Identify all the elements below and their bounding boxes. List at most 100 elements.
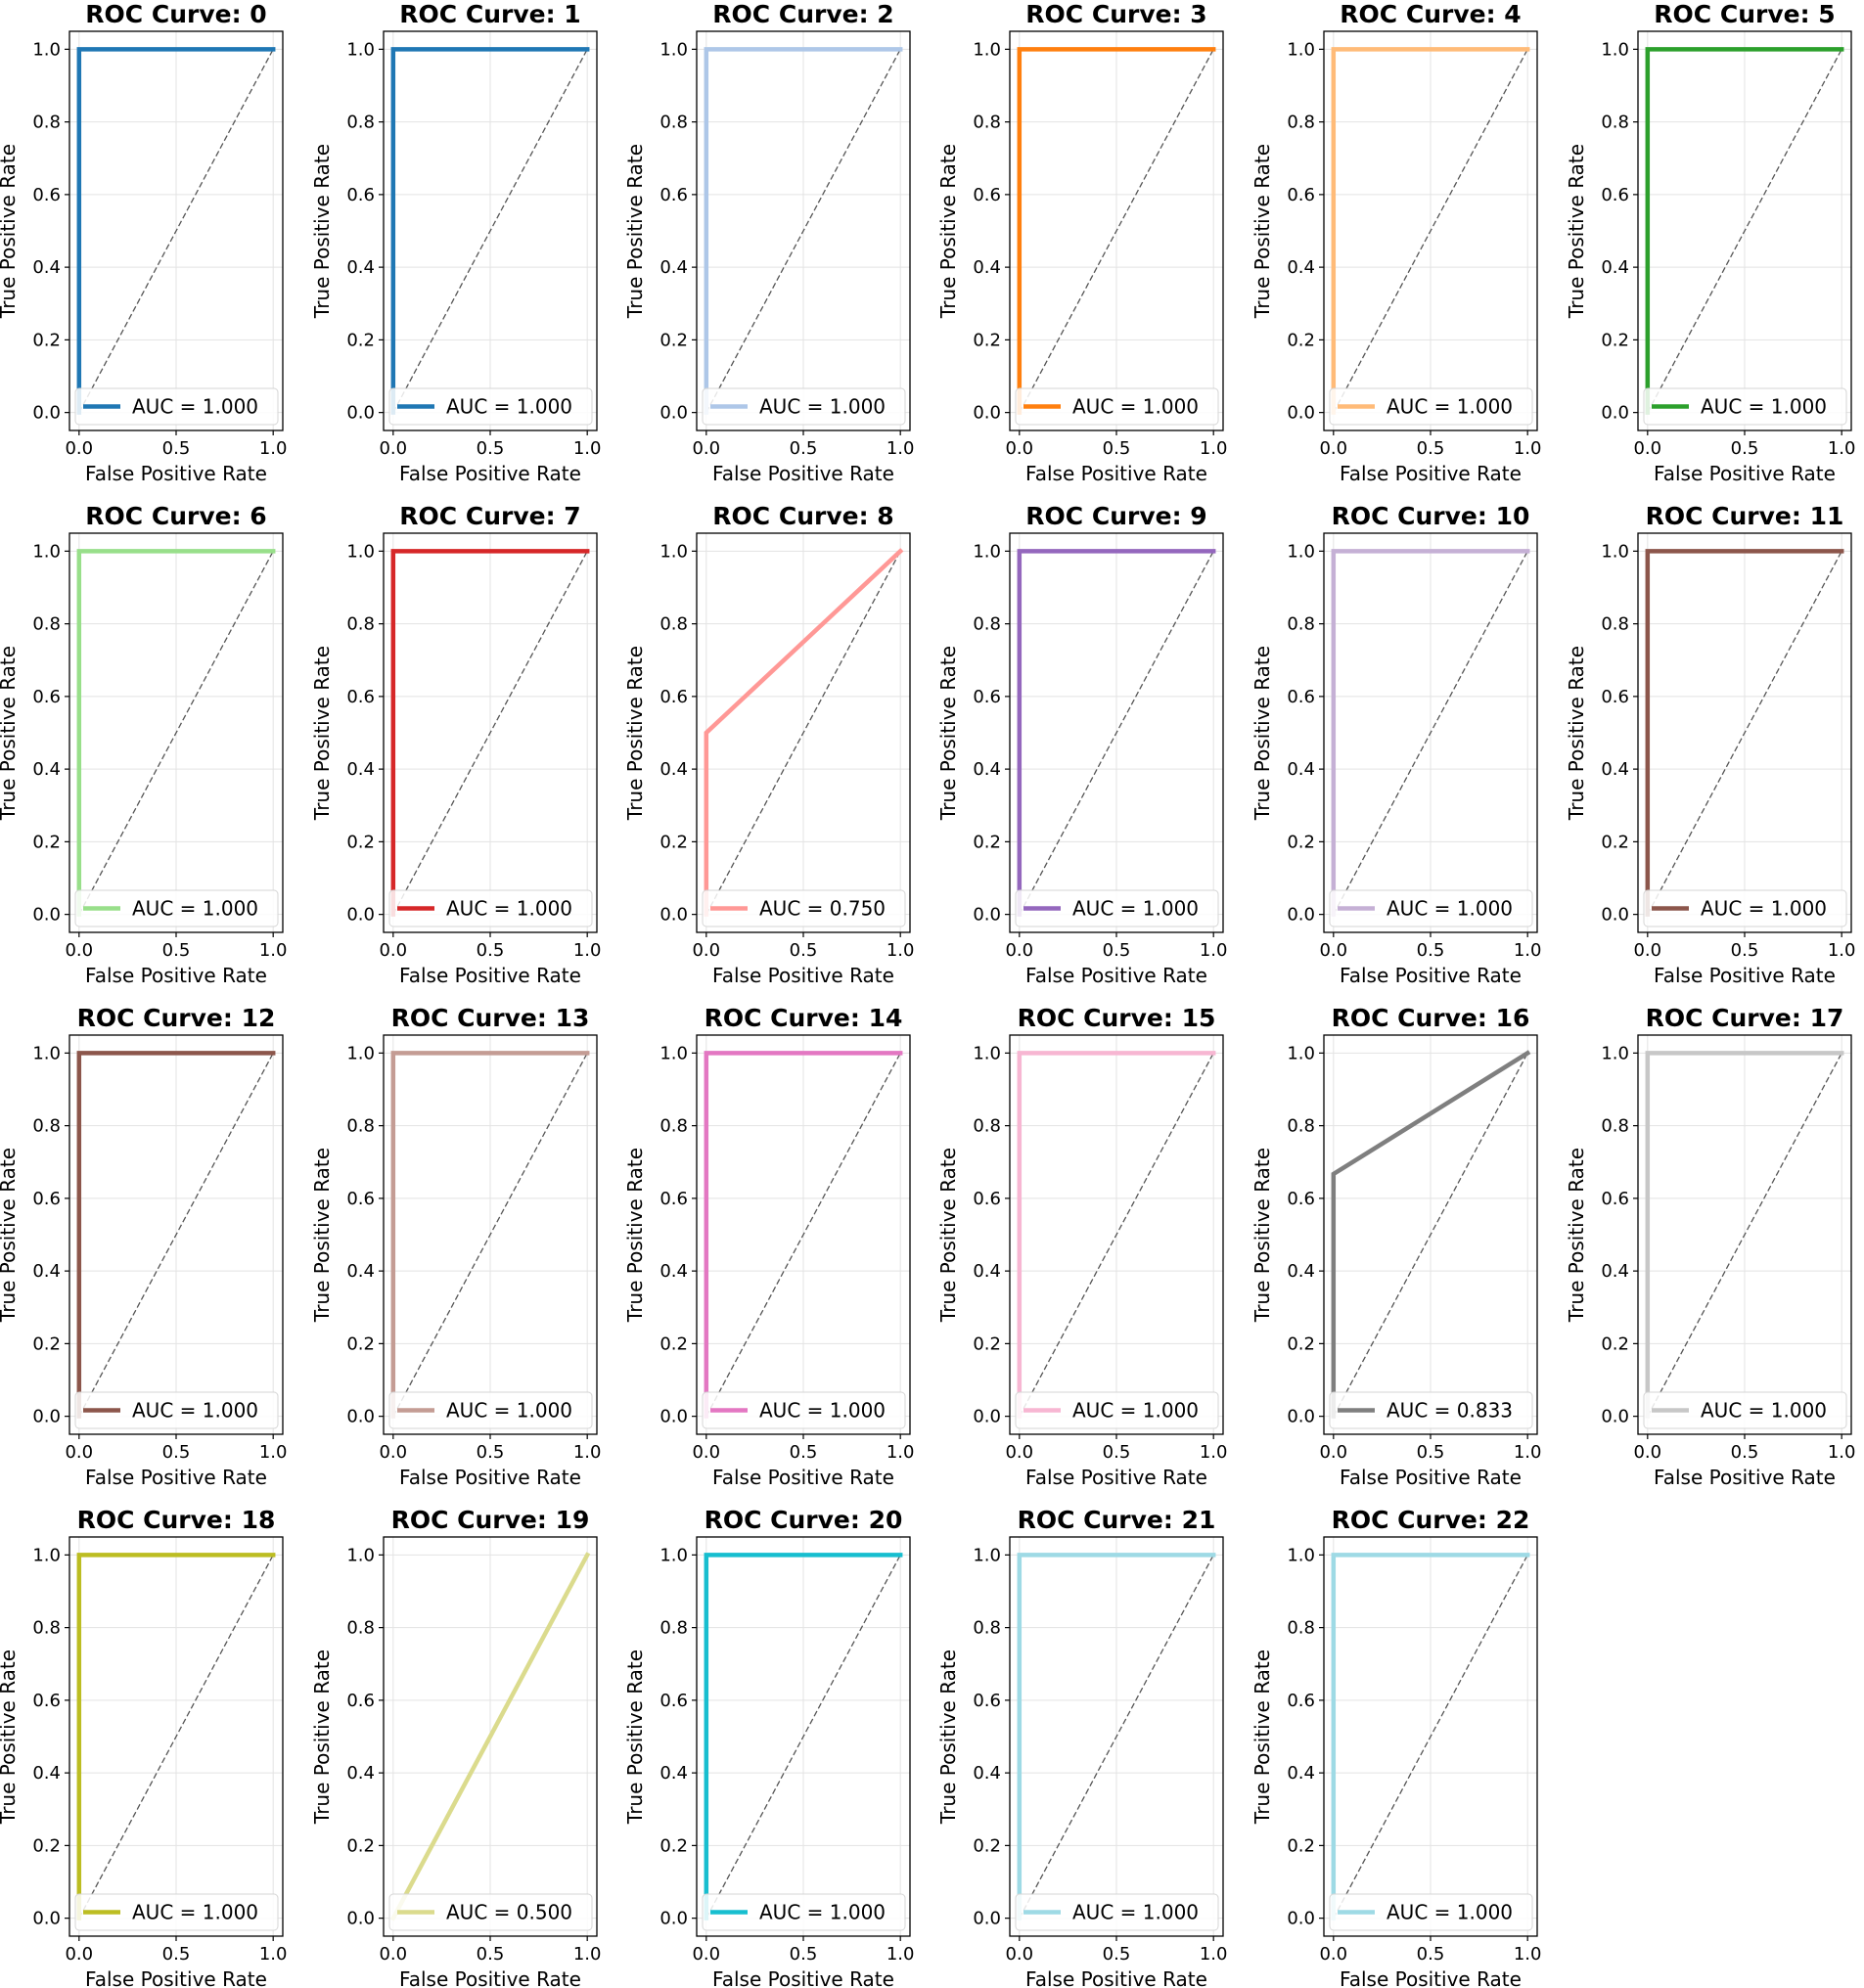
x-tick-label: 1.0 bbox=[887, 1944, 915, 1965]
legend-label: AUC = 1.000 bbox=[759, 395, 886, 419]
reference-diagonal-line bbox=[78, 1053, 274, 1417]
legend-label: AUC = 1.000 bbox=[1072, 1901, 1199, 1924]
subplot-title: ROC Curve: 20 bbox=[705, 1506, 903, 1534]
legend-label: AUC = 1.000 bbox=[1072, 1399, 1199, 1423]
y-tick-label: 0.4 bbox=[1287, 1763, 1315, 1784]
roc-subplot-2: 0.0 0.5 1.0 0.0 0.2 0.4 0.6 0.8 1.0 ROC Curve: 2 F… bbox=[623, 0, 915, 485]
roc-curve-line bbox=[1645, 549, 1844, 917]
y-tick-label: 0.8 bbox=[659, 1116, 688, 1137]
legend-label: AUC = 1.000 bbox=[1072, 395, 1199, 419]
x-tick-label: 0.5 bbox=[162, 438, 191, 459]
x-tick-label: 1.0 bbox=[1514, 1944, 1542, 1965]
legend-box bbox=[1015, 889, 1219, 927]
legend-label: AUC = 1.000 bbox=[446, 1399, 572, 1423]
x-tick-label: 1.0 bbox=[1200, 1944, 1228, 1965]
legend-label: AUC = 1.000 bbox=[1387, 395, 1513, 419]
x-tick-label: 0.5 bbox=[477, 1944, 505, 1965]
y-tick-label: 0.2 bbox=[659, 832, 688, 852]
y-tick-label: 0.8 bbox=[32, 113, 61, 133]
y-tick-label: 0.2 bbox=[973, 832, 1001, 852]
y-tick-label: 0.4 bbox=[1287, 1261, 1315, 1282]
reference-diagonal-line bbox=[705, 49, 901, 413]
x-axis-label: False Positive Rate bbox=[399, 964, 581, 987]
subplot-title: ROC Curve: 11 bbox=[1646, 502, 1844, 530]
y-axis-label: True Positive Rate bbox=[310, 1649, 334, 1825]
y-tick-label: 1.0 bbox=[346, 541, 375, 562]
x-axis-label: False Positive Rate bbox=[712, 964, 894, 987]
y-tick-label: 1.0 bbox=[659, 541, 688, 562]
y-tick-label: 1.0 bbox=[346, 1043, 375, 1063]
y-tick-label: 0.6 bbox=[32, 687, 61, 707]
x-tick-label: 1.0 bbox=[1514, 1442, 1542, 1463]
legend-box bbox=[74, 889, 279, 927]
y-tick-label: 1.0 bbox=[973, 1043, 1001, 1063]
roc-subplot-1: 0.0 0.5 1.0 0.0 0.2 0.4 0.6 0.8 1.0 ROC Curve: 1 F… bbox=[310, 0, 602, 485]
roc-curve-line bbox=[390, 1051, 590, 1419]
y-tick-label: 0.6 bbox=[659, 1189, 688, 1209]
x-tick-label: 0.5 bbox=[477, 940, 505, 961]
legend-label: AUC = 0.833 bbox=[1387, 1399, 1513, 1423]
legend-label: AUC = 0.750 bbox=[759, 897, 886, 921]
x-tick-label: 0.5 bbox=[162, 940, 191, 961]
subplot-title: ROC Curve: 17 bbox=[1646, 1004, 1844, 1032]
x-tick-label: 1.0 bbox=[259, 1442, 288, 1463]
reference-diagonal-line bbox=[705, 1053, 901, 1417]
y-axis-label: True Positive Rate bbox=[1565, 144, 1588, 319]
y-tick-label: 0.6 bbox=[973, 1189, 1001, 1209]
roc-subplot-17: 0.0 0.5 1.0 0.0 0.2 0.4 0.6 0.8 1.0 ROC Curve: 17… bbox=[1565, 1004, 1856, 1489]
roc-subplot-21: 0.0 0.5 1.0 0.0 0.2 0.4 0.6 0.8 1.0 ROC Curve: 21… bbox=[936, 1506, 1228, 1988]
x-tick-label: 0.0 bbox=[1633, 438, 1661, 459]
x-tick-label: 0.0 bbox=[1005, 1442, 1033, 1463]
legend-box bbox=[1643, 387, 1847, 426]
roc-subplot-9: 0.0 0.5 1.0 0.0 0.2 0.4 0.6 0.8 1.0 ROC Curve: 9 F… bbox=[936, 502, 1228, 987]
roc-curve-line bbox=[1331, 1050, 1531, 1419]
y-tick-label: 0.4 bbox=[1601, 257, 1629, 278]
subplot-title: ROC Curve: 1 bbox=[399, 0, 580, 28]
legend-box bbox=[388, 1391, 593, 1429]
x-tick-label: 0.0 bbox=[1319, 1944, 1347, 1965]
legend: AUC = 1.000 bbox=[702, 1391, 906, 1429]
x-tick-label: 0.0 bbox=[692, 1442, 720, 1463]
roc-subplot-7: 0.0 0.5 1.0 0.0 0.2 0.4 0.6 0.8 1.0 ROC Curve: 7 F… bbox=[310, 502, 602, 987]
roc-subplot-16: 0.0 0.5 1.0 0.0 0.2 0.4 0.6 0.8 1.0 ROC Curve: 16… bbox=[1250, 1004, 1542, 1489]
y-tick-label: 0.6 bbox=[659, 185, 688, 205]
y-tick-label: 0.0 bbox=[346, 1909, 375, 1929]
reference-diagonal-line bbox=[392, 49, 588, 413]
roc-curve-line bbox=[1331, 47, 1530, 415]
legend-box bbox=[388, 387, 593, 426]
x-tick-label: 0.5 bbox=[1103, 1944, 1131, 1965]
legend-label: AUC = 1.000 bbox=[1387, 1901, 1513, 1924]
reference-diagonal-line bbox=[1333, 49, 1528, 413]
y-tick-label: 1.0 bbox=[973, 39, 1001, 60]
x-tick-label: 0.5 bbox=[1103, 1442, 1131, 1463]
y-tick-label: 0.2 bbox=[659, 1333, 688, 1354]
x-tick-label: 1.0 bbox=[1200, 1442, 1228, 1463]
roc-curve-line bbox=[76, 1553, 276, 1920]
roc-subplot-3: 0.0 0.5 1.0 0.0 0.2 0.4 0.6 0.8 1.0 ROC Curve: 3 F… bbox=[936, 0, 1228, 485]
roc-curve-line bbox=[1017, 47, 1216, 415]
subplot-title: ROC Curve: 15 bbox=[1018, 1004, 1216, 1032]
subplot-title: ROC Curve: 4 bbox=[1340, 0, 1521, 28]
y-tick-label: 0.0 bbox=[1287, 403, 1315, 424]
y-axis-label: True Positive Rate bbox=[1250, 646, 1274, 821]
y-tick-label: 0.0 bbox=[346, 905, 375, 926]
roc-subplot-5: 0.0 0.5 1.0 0.0 0.2 0.4 0.6 0.8 1.0 ROC Curve: 5 F… bbox=[1565, 0, 1856, 485]
roc-subplot-0: 0.0 0.5 1.0 0.0 0.2 0.4 0.6 0.8 1.0 ROC Curve: 0 F… bbox=[0, 0, 288, 485]
legend-label: AUC = 1.000 bbox=[759, 1901, 886, 1924]
x-axis-label: False Positive Rate bbox=[85, 1466, 267, 1489]
x-tick-label: 0.0 bbox=[379, 438, 407, 459]
y-axis-label: True Positive Rate bbox=[936, 144, 960, 319]
reference-diagonal-line bbox=[78, 49, 274, 413]
y-tick-label: 0.4 bbox=[1601, 759, 1629, 780]
x-tick-label: 0.0 bbox=[1319, 940, 1347, 961]
reference-diagonal-line bbox=[78, 1555, 274, 1919]
legend: AUC = 1.000 bbox=[388, 889, 593, 927]
y-tick-label: 0.0 bbox=[659, 1407, 688, 1427]
legend: AUC = 1.000 bbox=[74, 889, 279, 927]
x-tick-label: 0.0 bbox=[379, 1944, 407, 1965]
subplot-title: ROC Curve: 7 bbox=[399, 502, 580, 530]
y-axis-label: True Positive Rate bbox=[310, 646, 334, 821]
legend-box bbox=[388, 1893, 593, 1931]
y-tick-label: 0.4 bbox=[659, 1763, 688, 1784]
y-tick-label: 0.0 bbox=[973, 905, 1001, 926]
